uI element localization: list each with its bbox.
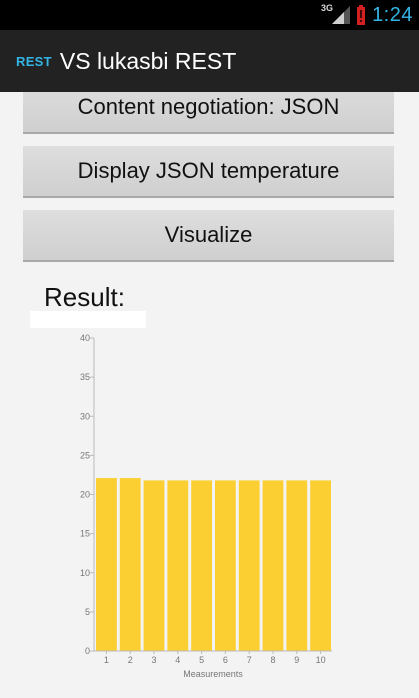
x-tick-label: 7: [247, 655, 252, 665]
bar-chart: 0 5 10 15 20 25 30 35 40 1 2 3 4 5 6 7 8 9 10 Measurement…: [80, 333, 332, 679]
bar-9: [286, 480, 308, 651]
clock: 1:24: [372, 3, 413, 26]
y-tick-label: 35: [80, 372, 90, 382]
y-tick-label: 0: [85, 646, 90, 656]
y-tick-label: 40: [80, 333, 90, 343]
content-negotiation-button[interactable]: Content negotiation: JSON: [23, 92, 394, 134]
x-tick-label: 8: [270, 655, 275, 665]
bar-6: [215, 480, 236, 651]
main-content: Content negotiation: JSON Display JSON t…: [0, 92, 419, 698]
y-tick-label: 10: [80, 568, 90, 578]
x-axis-label: Measurements: [183, 669, 243, 679]
x-tick-label: 6: [223, 655, 228, 665]
y-tick-label: 30: [80, 411, 90, 421]
bar-1: [96, 478, 117, 651]
network-type: 3G: [320, 3, 333, 13]
bar-5: [191, 480, 212, 651]
status-bar: 3G 1:24: [0, 0, 419, 30]
app-icon[interactable]: REST: [16, 53, 52, 69]
x-tick-label: 10: [316, 655, 326, 665]
result-value: [30, 311, 146, 328]
action-bar: REST VS lukasbi REST: [0, 30, 419, 92]
app-title: VS lukasbi REST: [59, 47, 237, 74]
y-tick-label: 25: [80, 450, 90, 460]
x-tick-label: 4: [175, 655, 180, 665]
bar-10: [310, 480, 331, 651]
y-tick-label: 5: [85, 607, 90, 617]
bar-2: [119, 478, 141, 651]
x-tick-label: 9: [294, 655, 299, 665]
signal-icon: [332, 6, 351, 24]
bar-3: [143, 480, 165, 651]
bar-7: [238, 480, 260, 651]
x-tick-label: 3: [151, 655, 156, 665]
battery-alert-icon: [357, 5, 366, 25]
visualize-button[interactable]: Visualize: [23, 210, 394, 262]
bar-8: [262, 480, 284, 651]
bar-4: [167, 480, 189, 651]
y-tick-label: 20: [80, 490, 90, 500]
x-tick-label: 1: [104, 655, 109, 665]
display-temperature-button[interactable]: Display JSON temperature: [23, 146, 394, 198]
y-tick-label: 15: [80, 529, 90, 539]
result-label: Result:: [44, 282, 125, 312]
x-tick-label: 5: [199, 655, 204, 665]
x-tick-label: 2: [128, 655, 133, 665]
